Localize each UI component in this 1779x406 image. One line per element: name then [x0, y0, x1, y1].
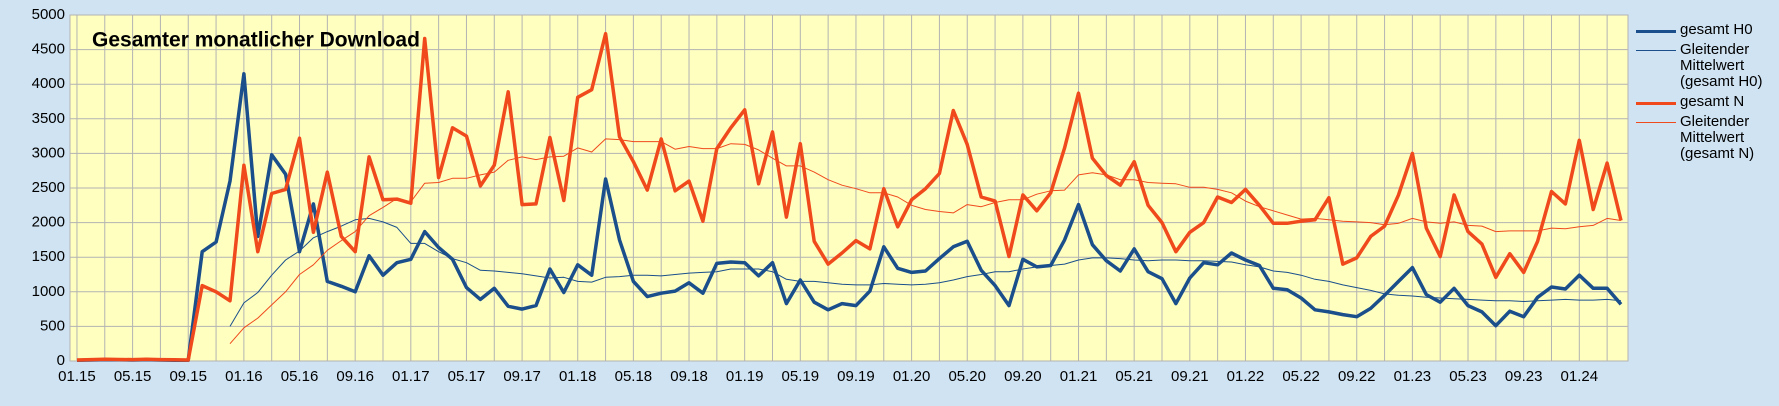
x-tick-label: 05.19	[782, 368, 820, 385]
y-tick-label: 5000	[32, 6, 65, 23]
x-tick-label: 05.15	[114, 368, 152, 385]
legend-swatch	[1636, 122, 1676, 123]
legend-swatch	[1636, 50, 1676, 51]
y-tick-label: 500	[40, 317, 65, 334]
y-tick-label: 4500	[32, 41, 65, 58]
y-tick-label: 3000	[32, 144, 65, 161]
legend-item: Gleitender Mittelwert (gesamt H0)	[1636, 42, 1776, 90]
x-tick-label: 01.17	[392, 368, 430, 385]
legend-item: gesamt N	[1636, 94, 1776, 110]
lines	[76, 31, 1623, 363]
x-tick-label: 01.23	[1394, 368, 1432, 385]
legend: gesamt H0 Gleitender Mittelwert (gesamt H…	[1636, 22, 1776, 166]
legend-label: gesamt N	[1680, 93, 1745, 110]
x-tick-label: 09.21	[1171, 368, 1209, 385]
series-line	[229, 138, 1622, 345]
legend-swatch	[1636, 30, 1676, 33]
y-tick-label: 0	[57, 352, 65, 369]
x-tick-label: 01.21	[1060, 368, 1098, 385]
x-tick-label: 05.20	[948, 368, 986, 385]
series-line	[229, 217, 1622, 327]
y-tick-label: 4000	[32, 75, 65, 92]
x-tick-label: 01.16	[225, 368, 263, 385]
y-tick-label: 2000	[32, 214, 65, 231]
y-tick-label: 1000	[32, 283, 65, 300]
grid	[70, 14, 1628, 362]
x-tick-label: 01.20	[893, 368, 931, 385]
x-tick-label: 05.18	[615, 368, 653, 385]
x-tick-label: 05.17	[448, 368, 486, 385]
x-tick-label: 01.24	[1561, 368, 1599, 385]
legend-swatch	[1636, 102, 1676, 105]
x-tick-label: 09.15	[169, 368, 207, 385]
x-tick-label: 09.20	[1004, 368, 1042, 385]
series-line	[76, 31, 1623, 362]
y-tick-label: 2500	[32, 179, 65, 196]
x-tick-label: 01.22	[1227, 368, 1265, 385]
legend-item: gesamt H0	[1636, 22, 1776, 38]
y-tick-label: 3500	[32, 110, 65, 127]
x-tick-label: 09.19	[837, 368, 875, 385]
x-tick-label: 09.22	[1338, 368, 1376, 385]
x-tick-label: 01.19	[726, 368, 764, 385]
legend-label: gesamt H0	[1680, 21, 1753, 38]
x-tick-label: 05.22	[1282, 368, 1320, 385]
x-tick-label: 09.17	[503, 368, 541, 385]
x-tick-label: 05.16	[281, 368, 319, 385]
x-tick-label: 09.23	[1505, 368, 1543, 385]
x-tick-label: 09.16	[336, 368, 374, 385]
x-tick-label: 05.23	[1449, 368, 1487, 385]
legend-label: Gleitender Mittelwert (gesamt N)	[1680, 113, 1755, 162]
legend-item: Gleitender Mittelwert (gesamt N)	[1636, 114, 1776, 162]
y-tick-label: 1500	[32, 248, 65, 265]
x-tick-label: 09.18	[670, 368, 708, 385]
x-tick-label: 01.15	[58, 368, 96, 385]
x-tick-label: 01.18	[559, 368, 597, 385]
x-tick-label: 05.21	[1115, 368, 1153, 385]
chart-title: Gesamter monatlicher Download	[92, 29, 420, 52]
legend-label: Gleitender Mittelwert (gesamt H0)	[1680, 41, 1763, 90]
series-line	[76, 72, 1623, 363]
